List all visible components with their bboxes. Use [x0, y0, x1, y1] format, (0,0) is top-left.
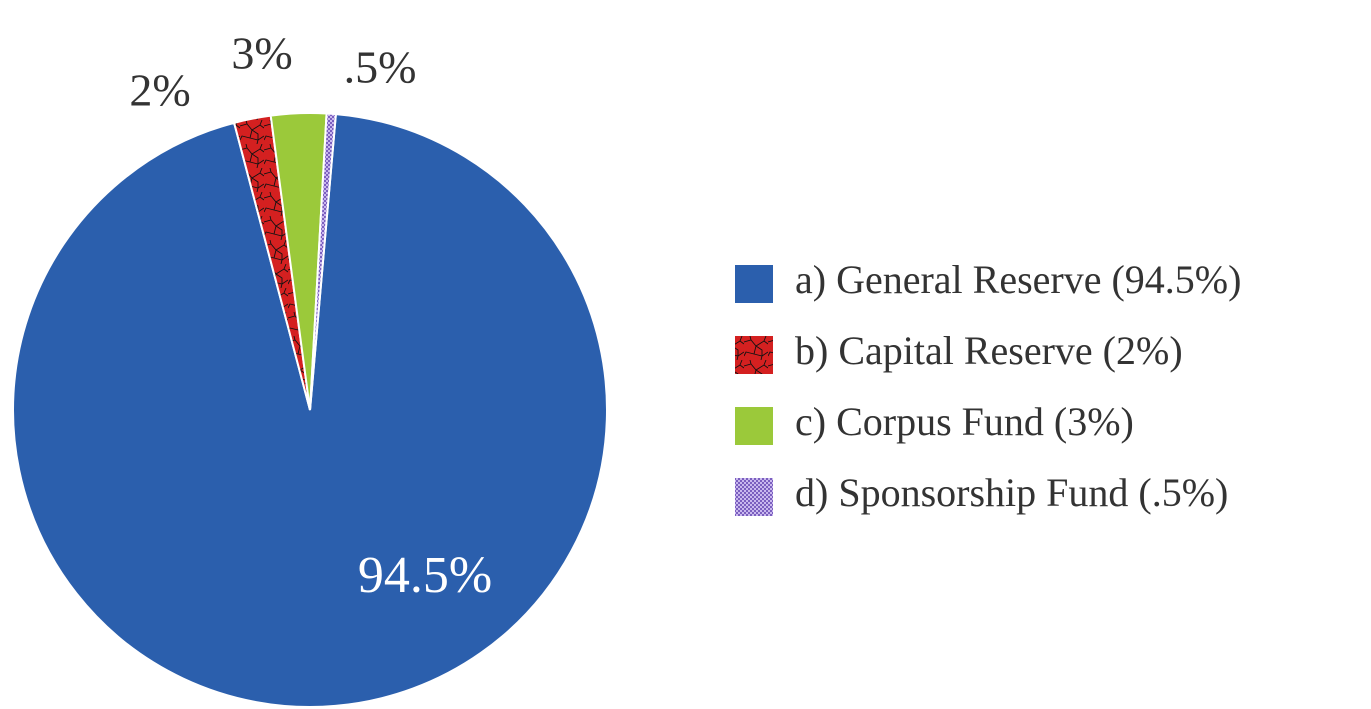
legend-label: a) General Reserve (94.5%)	[795, 257, 1241, 302]
labels: 94.5% 2% 3% .5%	[129, 28, 492, 604]
pie-slice	[309, 112, 337, 411]
legend: a) General Reserve (94.5%) b) Capital Res…	[735, 257, 1241, 516]
legend-swatch	[735, 265, 773, 303]
data-label: 94.5%	[358, 547, 492, 604]
data-label: .5%	[344, 42, 417, 93]
pie	[12, 112, 608, 708]
legend-label: b) Capital Reserve (2%)	[795, 328, 1183, 373]
pie-slice	[12, 113, 608, 708]
data-label: 2%	[129, 65, 190, 116]
data-label: 3%	[231, 28, 292, 79]
legend-swatch	[735, 407, 773, 445]
legend-swatch	[735, 336, 773, 374]
legend-label: c) Corpus Fund (3%)	[795, 399, 1134, 444]
legend-swatch	[735, 478, 773, 516]
legend-label: d) Sponsorship Fund (.5%)	[795, 470, 1228, 515]
